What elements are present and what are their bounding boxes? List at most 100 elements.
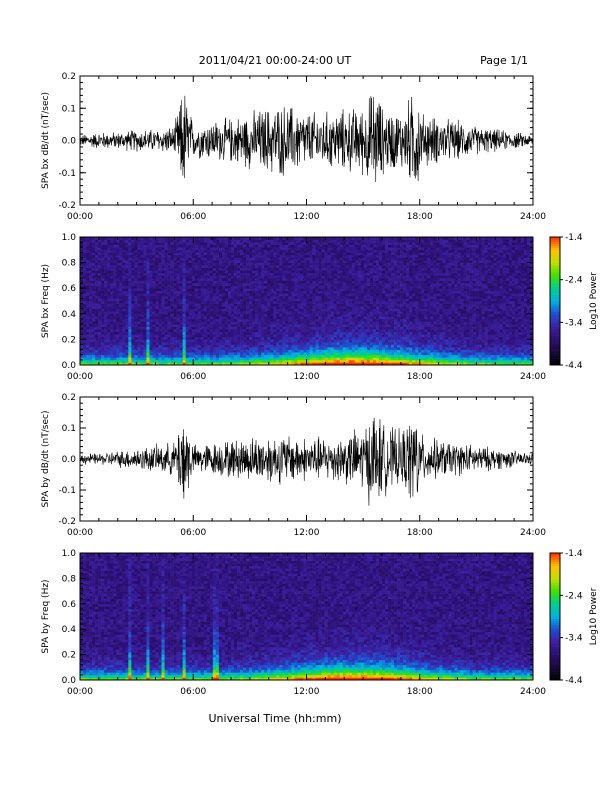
heatmap-cell: [173, 352, 177, 356]
heatmap-cell: [167, 311, 171, 315]
heatmap-cell: [104, 306, 108, 309]
heatmap-cell: [212, 306, 217, 309]
heatmap-cell: [83, 321, 87, 325]
heatmap-cell: [149, 254, 153, 258]
heatmap-cell: [158, 267, 162, 271]
heatmap-cell: [173, 308, 177, 312]
heatmap-cell: [92, 352, 96, 356]
heatmap-cell: [279, 267, 283, 271]
heatmap-cell: [333, 336, 337, 340]
heatmap-cell: [273, 293, 277, 297]
heatmap-cell: [95, 359, 99, 363]
heatmap-cell: [351, 306, 356, 309]
heatmap-cell: [221, 237, 226, 240]
heatmap-cell: [119, 306, 123, 309]
heatmap-cell: [104, 347, 108, 350]
heatmap-cell: [203, 298, 208, 302]
heatmap-cell: [288, 247, 292, 251]
heatmap-cell: [357, 324, 362, 327]
heatmap-cell: [291, 329, 295, 333]
heatmap-cell: [234, 260, 238, 263]
heatmap-cell: [170, 313, 174, 317]
heatmap-cell: [261, 298, 265, 302]
heatmap-cell: [342, 257, 347, 261]
heatmap-cell: [134, 339, 138, 343]
heatmap-cell: [80, 260, 84, 263]
heatmap-cell: [369, 334, 374, 338]
heatmap-cell: [119, 288, 123, 292]
heatmap-cell: [134, 244, 138, 248]
heatmap-cell: [243, 362, 247, 366]
heatmap-cell: [83, 265, 87, 269]
heatmap-cell: [249, 352, 253, 356]
heatmap-cell: [83, 247, 87, 251]
heatmap-cell: [360, 311, 365, 315]
heatmap-cell: [212, 318, 217, 322]
heatmap-cell: [315, 295, 319, 299]
heatmap-cell: [221, 244, 226, 248]
heatmap-cell: [282, 306, 286, 309]
heatmap-cell: [267, 321, 271, 325]
heatmap-cell: [95, 283, 99, 286]
heatmap-cell: [206, 260, 211, 263]
heatmap-cell: [221, 249, 226, 253]
heatmap-cell: [212, 331, 217, 335]
heatmap-cell: [315, 357, 319, 361]
heatmap-cell: [282, 301, 286, 304]
heatmap-cell: [351, 247, 356, 251]
heatmap-cell: [98, 285, 102, 289]
heatmap-cell: [252, 283, 256, 286]
heatmap-cell: [137, 311, 141, 315]
heatmap-cell: [173, 262, 177, 266]
heatmap-cell: [227, 277, 232, 281]
heatmap-cell: [149, 247, 153, 251]
heatmap-cell: [167, 260, 171, 263]
heatmap-cell: [315, 329, 319, 333]
heatmap-cell: [113, 270, 117, 274]
heatmap-cell: [146, 283, 150, 286]
heatmap-cell: [315, 321, 319, 325]
heatmap-cell: [309, 290, 313, 294]
heatmap-cell: [113, 329, 117, 333]
heatmap-cell: [297, 260, 301, 263]
heatmap-cell: [327, 260, 331, 263]
heatmap-cell: [215, 344, 220, 348]
heatmap-cell: [110, 280, 114, 284]
heatmap-cell: [95, 267, 99, 271]
heatmap-cell: [276, 306, 280, 309]
heatmap-cell: [321, 267, 325, 271]
heatmap-cell: [95, 265, 99, 269]
heatmap-cell: [113, 288, 117, 292]
heatmap-cell: [246, 252, 250, 256]
heatmap-cell: [209, 362, 214, 366]
heatmap-cell: [273, 347, 277, 350]
heatmap-cell: [215, 285, 220, 289]
heatmap-cell: [140, 249, 144, 253]
heatmap-cell: [155, 293, 159, 297]
heatmap-cell: [366, 260, 371, 263]
heatmap-cell: [285, 280, 289, 284]
heatmap-cell: [339, 298, 344, 302]
heatmap-cell: [237, 329, 241, 333]
heatmap-cell: [363, 285, 368, 289]
heatmap-cell: [200, 357, 205, 361]
heatmap-cell: [309, 357, 313, 361]
heatmap-cell: [212, 308, 217, 312]
heatmap-cell: [206, 254, 211, 258]
heatmap-cell: [206, 362, 211, 366]
heatmap-cell: [155, 277, 159, 281]
heatmap-cell: [122, 262, 126, 266]
heatmap-cell: [336, 270, 341, 274]
heatmap-cell: [336, 285, 341, 289]
heatmap-cell: [98, 272, 102, 276]
heatmap-cell: [161, 260, 165, 263]
heatmap-cell: [89, 277, 93, 281]
heatmap-cell: [300, 247, 304, 251]
heatmap-cell: [170, 301, 174, 304]
heatmap-cell: [243, 357, 247, 361]
heatmap-cell: [300, 303, 304, 307]
heatmap-cell: [170, 260, 174, 263]
heatmap-cell: [167, 283, 171, 286]
heatmap-cell: [240, 318, 244, 322]
heatmap-cell: [267, 257, 271, 261]
